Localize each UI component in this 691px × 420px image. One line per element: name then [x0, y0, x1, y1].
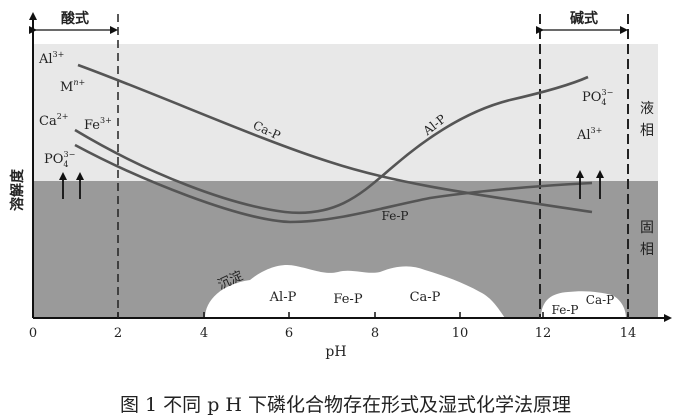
x-tick-label: 0	[29, 326, 37, 341]
liquid-phase-label: 相	[640, 123, 654, 139]
precipitate-blob-main	[205, 264, 505, 318]
precipitate-ca-p-label: Ca-P	[410, 290, 441, 305]
solid-phase-label: 相	[640, 242, 654, 258]
liquid-phase-label: 液	[640, 101, 654, 117]
x-tick-label: 4	[200, 326, 208, 341]
x-tick-label: 14	[620, 326, 637, 341]
phosphate-ion-label-left: PO43−	[44, 150, 75, 169]
acid-label: 酸式	[61, 10, 89, 27]
precipitate-fe-p-right-label: Fe-P	[552, 303, 579, 317]
x-tick-label: 12	[535, 326, 552, 341]
fe-p-curve	[74, 143, 593, 224]
fe-p-curve-label: Fe-P	[382, 209, 409, 223]
x-tick-label: 6	[285, 326, 293, 341]
metal-ion-label: Mn+	[60, 78, 85, 95]
x-tick-label: 2	[114, 326, 122, 341]
ca-ion-label: Ca2+	[39, 112, 69, 129]
alkaline-label: 碱式	[570, 10, 598, 27]
precipitate-fe-p-label: Fe-P	[333, 292, 362, 307]
x-axis-label: pH	[325, 344, 346, 360]
phosphate-ion-label-right: PO43−	[582, 88, 613, 107]
al-ion-label: Al3+	[38, 50, 64, 67]
fe-ion-label: Fe3+	[84, 116, 112, 133]
al-p-curve	[74, 75, 589, 215]
x-tick-label: 8	[371, 326, 379, 341]
al-ion-label-right: Al3+	[576, 126, 602, 143]
diagram: 0 2 4 6 8 10 12 14 pH 溶解度 酸式 碱式 液 相 固 相 …	[9, 10, 672, 360]
y-axis-label: 溶解度	[9, 168, 26, 211]
figure-caption: 图 1 不同 p H 下磷化合物存在形式及湿式化学法原理	[119, 394, 572, 416]
precipitate-blob-right	[541, 291, 626, 318]
ca-p-curve	[77, 63, 593, 214]
solid-phase-label: 固	[640, 220, 654, 236]
precipitate-al-p-label: Al-P	[269, 290, 297, 305]
liquid-phase-zone	[33, 44, 658, 181]
x-tick-label: 10	[452, 326, 469, 341]
precipitate-ca-p-right-label: Ca-P	[586, 293, 614, 307]
